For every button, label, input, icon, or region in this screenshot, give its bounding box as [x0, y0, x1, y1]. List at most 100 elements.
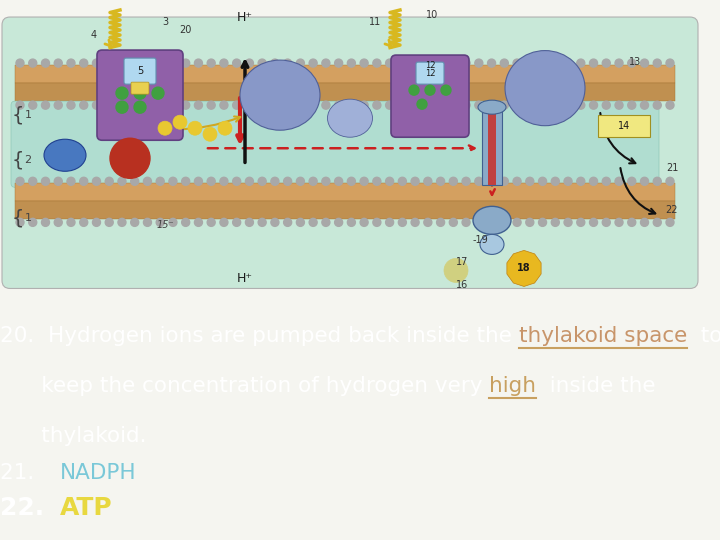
Ellipse shape: [328, 99, 372, 137]
Circle shape: [474, 101, 483, 109]
Circle shape: [602, 101, 611, 109]
Circle shape: [487, 101, 495, 109]
Circle shape: [552, 59, 559, 67]
Circle shape: [539, 101, 546, 109]
FancyBboxPatch shape: [124, 58, 156, 84]
Circle shape: [92, 177, 101, 185]
Circle shape: [218, 121, 232, 135]
Circle shape: [297, 59, 305, 67]
Text: keep the concentration of hydrogen very: keep the concentration of hydrogen very: [0, 376, 490, 396]
Circle shape: [258, 59, 266, 67]
Circle shape: [54, 218, 62, 226]
Circle shape: [424, 101, 432, 109]
Circle shape: [42, 177, 50, 185]
Circle shape: [322, 101, 330, 109]
Circle shape: [131, 218, 139, 226]
Text: 22.: 22.: [0, 496, 44, 520]
Circle shape: [181, 101, 189, 109]
Circle shape: [131, 177, 139, 185]
Circle shape: [552, 177, 559, 185]
Text: 1: 1: [24, 213, 32, 224]
Circle shape: [92, 101, 101, 109]
Text: 10: 10: [426, 10, 438, 20]
Circle shape: [194, 59, 202, 67]
Circle shape: [398, 218, 406, 226]
Circle shape: [373, 59, 381, 67]
Circle shape: [360, 177, 368, 185]
Ellipse shape: [473, 206, 511, 234]
Circle shape: [233, 177, 240, 185]
Circle shape: [628, 101, 636, 109]
Circle shape: [169, 59, 177, 67]
Text: 21: 21: [666, 163, 678, 173]
Circle shape: [29, 218, 37, 226]
Circle shape: [424, 59, 432, 67]
Circle shape: [309, 177, 317, 185]
Circle shape: [67, 177, 75, 185]
Circle shape: [539, 177, 546, 185]
Circle shape: [666, 218, 674, 226]
Circle shape: [417, 99, 427, 109]
Circle shape: [474, 218, 483, 226]
Circle shape: [258, 177, 266, 185]
Circle shape: [156, 59, 164, 67]
Circle shape: [116, 101, 128, 113]
Circle shape: [602, 177, 611, 185]
Bar: [15, 83, 675, 101]
Circle shape: [42, 218, 50, 226]
Ellipse shape: [240, 60, 320, 130]
Circle shape: [271, 218, 279, 226]
Circle shape: [513, 101, 521, 109]
Circle shape: [436, 177, 444, 185]
Circle shape: [500, 59, 508, 67]
Circle shape: [577, 218, 585, 226]
Circle shape: [641, 218, 649, 226]
Circle shape: [590, 101, 598, 109]
Circle shape: [552, 218, 559, 226]
Circle shape: [143, 218, 151, 226]
Text: 11: 11: [369, 17, 381, 27]
Text: -19: -19: [472, 235, 488, 245]
Circle shape: [666, 177, 674, 185]
Circle shape: [436, 218, 444, 226]
Text: 20.  Hydrogen ions are pumped back inside the: 20. Hydrogen ions are pumped back inside…: [0, 326, 518, 346]
Circle shape: [309, 101, 317, 109]
Circle shape: [284, 177, 292, 185]
Text: ATP: ATP: [60, 496, 112, 520]
Circle shape: [322, 218, 330, 226]
Circle shape: [194, 177, 202, 185]
Circle shape: [526, 101, 534, 109]
Text: 20: 20: [179, 25, 192, 35]
Circle shape: [449, 218, 457, 226]
Circle shape: [602, 218, 611, 226]
Circle shape: [134, 101, 146, 113]
Circle shape: [118, 177, 126, 185]
Circle shape: [309, 59, 317, 67]
Circle shape: [398, 101, 406, 109]
Bar: [598, 115, 650, 137]
Circle shape: [246, 59, 253, 67]
Circle shape: [462, 59, 470, 67]
Circle shape: [500, 218, 508, 226]
Circle shape: [258, 101, 266, 109]
Circle shape: [335, 177, 343, 185]
Circle shape: [116, 87, 128, 99]
Circle shape: [500, 101, 508, 109]
Circle shape: [474, 59, 483, 67]
Circle shape: [411, 101, 419, 109]
Circle shape: [233, 218, 240, 226]
Text: high: high: [490, 376, 536, 396]
Circle shape: [462, 218, 470, 226]
Circle shape: [373, 218, 381, 226]
Circle shape: [152, 87, 164, 99]
Circle shape: [297, 177, 305, 185]
Circle shape: [590, 177, 598, 185]
Circle shape: [347, 177, 356, 185]
Circle shape: [449, 101, 457, 109]
Text: 17: 17: [456, 258, 468, 267]
Circle shape: [552, 101, 559, 109]
Ellipse shape: [44, 139, 86, 171]
Circle shape: [653, 177, 661, 185]
Circle shape: [444, 259, 468, 282]
Circle shape: [411, 177, 419, 185]
